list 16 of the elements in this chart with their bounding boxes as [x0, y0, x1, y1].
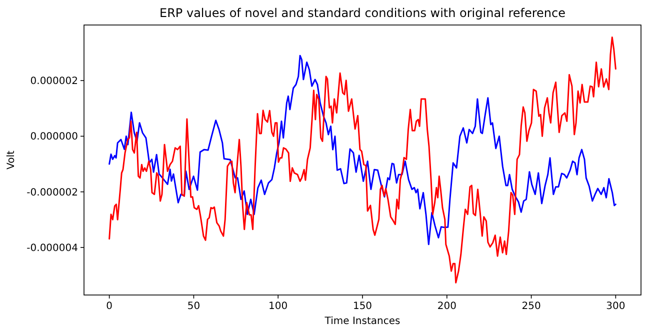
y-tick-label: -0.000002: [26, 187, 78, 198]
y-tick-label: 0.000000: [30, 132, 78, 143]
x-tick-label: 100: [268, 301, 288, 312]
chart-title: ERP values of novel and standard conditions with original reference: [160, 6, 566, 20]
line-series: [108, 36, 616, 284]
line-series: [108, 54, 616, 246]
x-tick-label: 200: [437, 301, 456, 312]
x-tick-label: 250: [522, 301, 541, 312]
x-tick-label: 50: [187, 301, 200, 312]
y-tick-label: 0.000002: [30, 76, 78, 88]
y-tick-label: -0.000004: [26, 242, 78, 254]
x-tick-label: 150: [352, 301, 372, 312]
x-tick-label: 300: [606, 301, 626, 312]
x-axis-title: Time Instances: [324, 316, 400, 327]
y-axis-title: Volt: [6, 150, 17, 170]
x-tick-label: 0: [106, 301, 113, 312]
